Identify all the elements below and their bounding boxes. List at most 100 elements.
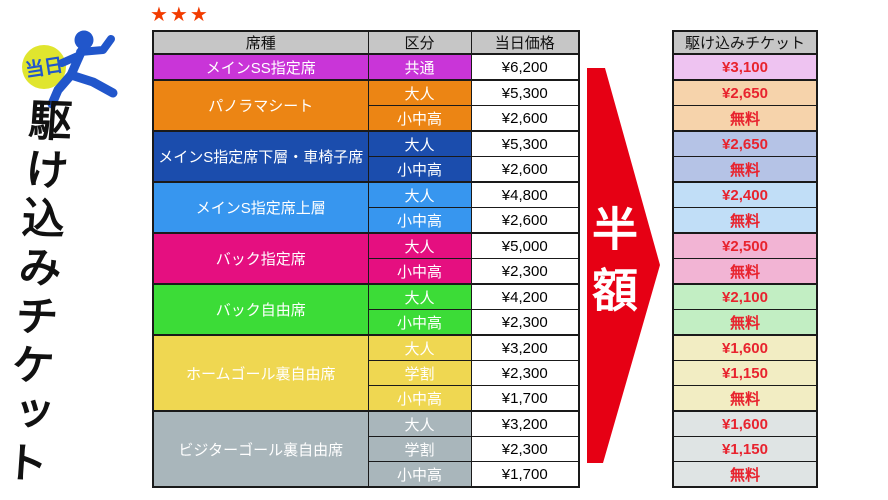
table-row: 学割 ¥2,300 <box>153 360 580 386</box>
discount-row: 無料 <box>672 385 818 412</box>
price-cell: ¥2,600 <box>470 105 580 132</box>
discount-cell: ¥2,400 <box>672 181 818 208</box>
discount-table: 駆け込みチケット ¥3,100 ¥2,650 無料 ¥2,650 無料 ¥2,400 無料 ¥… <box>672 30 818 488</box>
running-man-icon <box>47 35 118 109</box>
table-row: 小中高 ¥2,300 <box>153 258 580 285</box>
table-header-row: 席種 区分 当日価格 <box>152 30 580 55</box>
rating-stars: ★★★ <box>150 4 210 26</box>
price-cell: ¥4,200 <box>470 283 580 310</box>
category-cell: 大人 <box>367 283 472 310</box>
discount-row: 無料 <box>672 207 818 234</box>
price-table: 席種 区分 当日価格 メインSS指定席 共通 ¥6,200 パノラマシート 大人 ¥5,3… <box>152 30 580 488</box>
category-cell: 小中高 <box>367 461 472 488</box>
table-row: バック指定席 大人 ¥5,000 <box>152 232 580 285</box>
seat-cell: バック自由席 <box>152 283 369 336</box>
table-row: メインS指定席下層・車椅子席 大人 ¥5,300 <box>152 130 580 183</box>
price-cell: ¥2,600 <box>470 156 580 183</box>
discount-cell: 無料 <box>672 156 818 183</box>
discount-row: ¥1,600 <box>672 410 818 437</box>
table-row: 小中高 ¥2,300 <box>153 309 580 336</box>
category-cell: 大人 <box>367 181 472 208</box>
header-day-price: 当日価格 <box>470 30 580 55</box>
discount-row: ¥2,650 <box>672 79 818 106</box>
price-cell: ¥3,200 <box>470 334 580 361</box>
discount-row: ¥2,400 <box>672 181 818 208</box>
header-seat-type: 席種 <box>152 30 369 55</box>
category-cell: 小中高 <box>367 207 472 234</box>
table-row: パノラマシート 大人 ¥5,300 <box>152 79 580 132</box>
category-cell: 大人 <box>367 232 472 259</box>
half-price-label: 半額 <box>586 205 638 327</box>
seat-cell: パノラマシート <box>152 79 369 132</box>
discount-cell: 無料 <box>672 105 818 132</box>
discount-row: ¥2,500 <box>672 232 818 259</box>
discount-cell: 無料 <box>672 207 818 234</box>
table-row: 学割 ¥2,300 <box>153 436 580 462</box>
discount-row: 無料 <box>672 105 818 132</box>
discount-row: 無料 <box>672 156 818 183</box>
price-cell: ¥1,700 <box>470 461 580 488</box>
tojitsu-logo: 当日 <box>22 30 118 109</box>
category-cell: 大人 <box>367 79 472 106</box>
table-row: 小中高 ¥1,700 <box>153 461 580 488</box>
price-cell: ¥5,000 <box>470 232 580 259</box>
category-cell: 小中高 <box>367 156 472 183</box>
discount-cell: ¥2,500 <box>672 232 818 259</box>
discount-cell: 無料 <box>672 258 818 285</box>
header-discount-ticket: 駆け込みチケット <box>672 30 818 55</box>
discount-cell: ¥1,600 <box>672 410 818 437</box>
category-cell: 大人 <box>367 130 472 157</box>
half-price-arrow <box>587 68 660 463</box>
table-row: メインS指定席上層 大人 ¥4,800 <box>152 181 580 234</box>
table-row: 小中高 ¥2,600 <box>153 105 580 132</box>
price-cell: ¥3,200 <box>470 410 580 437</box>
price-cell: ¥2,300 <box>470 258 580 285</box>
price-cell: ¥5,300 <box>470 79 580 106</box>
price-cell: ¥6,200 <box>470 53 580 81</box>
discount-row: ¥1,150 <box>672 360 818 386</box>
price-cell: ¥4,800 <box>470 181 580 208</box>
discount-row: 無料 <box>672 309 818 336</box>
seat-cell: バック指定席 <box>152 232 369 285</box>
category-cell: 学割 <box>367 360 472 386</box>
discount-cell: ¥2,100 <box>672 283 818 310</box>
seat-cell: メインS指定席上層 <box>152 181 369 234</box>
discount-cell: ¥1,150 <box>672 436 818 462</box>
seat-cell: メインSS指定席 <box>152 53 369 81</box>
vertical-title: 駆け込みチケット <box>0 97 72 490</box>
table-row: バック自由席 大人 ¥4,200 <box>152 283 580 336</box>
discount-row: ¥1,600 <box>672 334 818 361</box>
category-cell: 大人 <box>367 334 472 361</box>
discount-row: ¥3,100 <box>672 53 818 81</box>
discount-cell: 無料 <box>672 309 818 336</box>
table-row: ホームゴール裏自由席 大人 ¥3,200 <box>152 334 580 412</box>
discount-row: 無料 <box>672 258 818 285</box>
seat-cell: メインS指定席下層・車椅子席 <box>152 130 369 183</box>
category-cell: 小中高 <box>367 385 472 412</box>
price-cell: ¥2,600 <box>470 207 580 234</box>
discount-cell: ¥1,600 <box>672 334 818 361</box>
price-cell: ¥2,300 <box>470 360 580 386</box>
discount-header-row: 駆け込みチケット <box>672 30 818 55</box>
discount-cell: 無料 <box>672 461 818 488</box>
table-row: 小中高 ¥2,600 <box>153 156 580 183</box>
category-cell: 小中高 <box>367 105 472 132</box>
discount-cell: 無料 <box>672 385 818 412</box>
category-cell: 小中高 <box>367 309 472 336</box>
discount-row: ¥2,100 <box>672 283 818 310</box>
badge-circle <box>22 45 66 89</box>
running-man-head <box>74 30 94 50</box>
price-cell: ¥5,300 <box>470 130 580 157</box>
category-cell: 小中高 <box>367 258 472 285</box>
discount-cell: ¥2,650 <box>672 79 818 106</box>
table-row: メインSS指定席 共通 ¥6,200 <box>152 53 580 81</box>
seat-cell: ビジターゴール裏自由席 <box>152 410 369 488</box>
category-cell: 共通 <box>367 53 472 81</box>
price-cell: ¥2,300 <box>470 309 580 336</box>
discount-cell: ¥2,650 <box>672 130 818 157</box>
discount-cell: ¥3,100 <box>672 53 818 81</box>
discount-row: 無料 <box>672 461 818 488</box>
header-category: 区分 <box>367 30 472 55</box>
discount-row: ¥1,150 <box>672 436 818 462</box>
seat-cell: ホームゴール裏自由席 <box>152 334 369 412</box>
